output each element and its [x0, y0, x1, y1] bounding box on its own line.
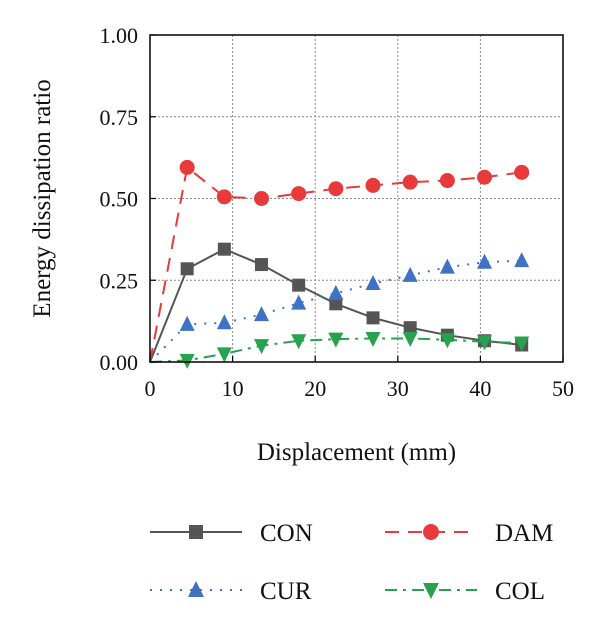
data-point-dam [439, 173, 455, 189]
x-tick-label: 20 [304, 376, 326, 401]
data-point-col [402, 331, 418, 347]
data-point-dam [402, 174, 418, 190]
legend-marker-cur [188, 581, 204, 597]
data-point-cur [477, 253, 493, 269]
data-point-con [366, 311, 380, 325]
data-point-dam [179, 159, 195, 175]
data-point-cur [254, 306, 270, 322]
data-point-con [217, 242, 231, 256]
data-point-con [255, 258, 269, 272]
legend-label-cur: CUR [260, 578, 312, 605]
x-tick-label: 40 [469, 376, 491, 401]
data-point-col [439, 333, 455, 349]
series-line-col [149, 337, 522, 363]
data-point-dam [328, 181, 344, 197]
data-point-col [291, 334, 307, 350]
data-point-dam [477, 169, 493, 185]
y-axis-title: Energy dissipation ratio [29, 79, 56, 317]
legend-label-dam: DAM [495, 520, 553, 547]
legend-item-cur: CUR [150, 578, 312, 605]
axis-ticks: 0 10 20 30 40 50 0.00 0.25 0.50 0.75 1.00 [100, 23, 575, 401]
y-tick-label: 1.00 [100, 23, 139, 48]
data-point-col [216, 347, 232, 363]
data-point-cur [514, 252, 530, 268]
x-tick-label: 50 [552, 376, 574, 401]
series-con [149, 242, 529, 363]
series-dam [149, 159, 530, 363]
data-point-cur [402, 266, 418, 282]
legend-label-col: COL [495, 578, 545, 605]
legend-item-con: CON [150, 520, 313, 547]
data-point-cur [328, 284, 344, 300]
data-point-con [403, 321, 417, 335]
y-tick-label: 0.25 [100, 268, 139, 293]
data-point-dam [514, 164, 530, 180]
y-tick-label: 0.75 [100, 105, 139, 130]
data-point-col [328, 332, 344, 348]
data-point-col [254, 339, 270, 355]
data-point-con [180, 262, 194, 276]
data-point-cur [439, 258, 455, 274]
x-axis-title: Displacement (mm) [257, 439, 456, 466]
data-point-con [292, 278, 306, 292]
series-col [149, 331, 530, 369]
x-tick-label: 10 [222, 376, 244, 401]
data-point-col [365, 331, 381, 347]
data-point-con [329, 297, 343, 311]
x-tick-label: 30 [387, 376, 409, 401]
series-cur [149, 252, 530, 363]
x-tick-label: 0 [145, 376, 156, 401]
grid [150, 35, 563, 362]
legend-marker-dam [423, 524, 439, 540]
legend-item-dam: DAM [385, 520, 553, 547]
legend-item-col: COL [385, 578, 545, 605]
y-tick-label: 0.00 [100, 350, 139, 375]
data-point-cur [365, 275, 381, 291]
legend-marker-col [423, 583, 439, 599]
data-point-cur [216, 314, 232, 330]
y-tick-label: 0.50 [100, 187, 139, 212]
data-point-cur [179, 315, 195, 331]
data-point-dam [291, 186, 307, 202]
legend: CON DAM CUR COL [150, 520, 553, 605]
data-point-dam [254, 191, 270, 206]
data-point-col [514, 336, 530, 352]
data-point-dam [216, 189, 232, 205]
data-point-dam [365, 177, 381, 193]
data-point-col [477, 335, 493, 351]
data-point-cur [291, 294, 307, 310]
plot-series [149, 159, 530, 369]
legend-label-con: CON [260, 520, 313, 547]
legend-marker-con [189, 525, 203, 539]
